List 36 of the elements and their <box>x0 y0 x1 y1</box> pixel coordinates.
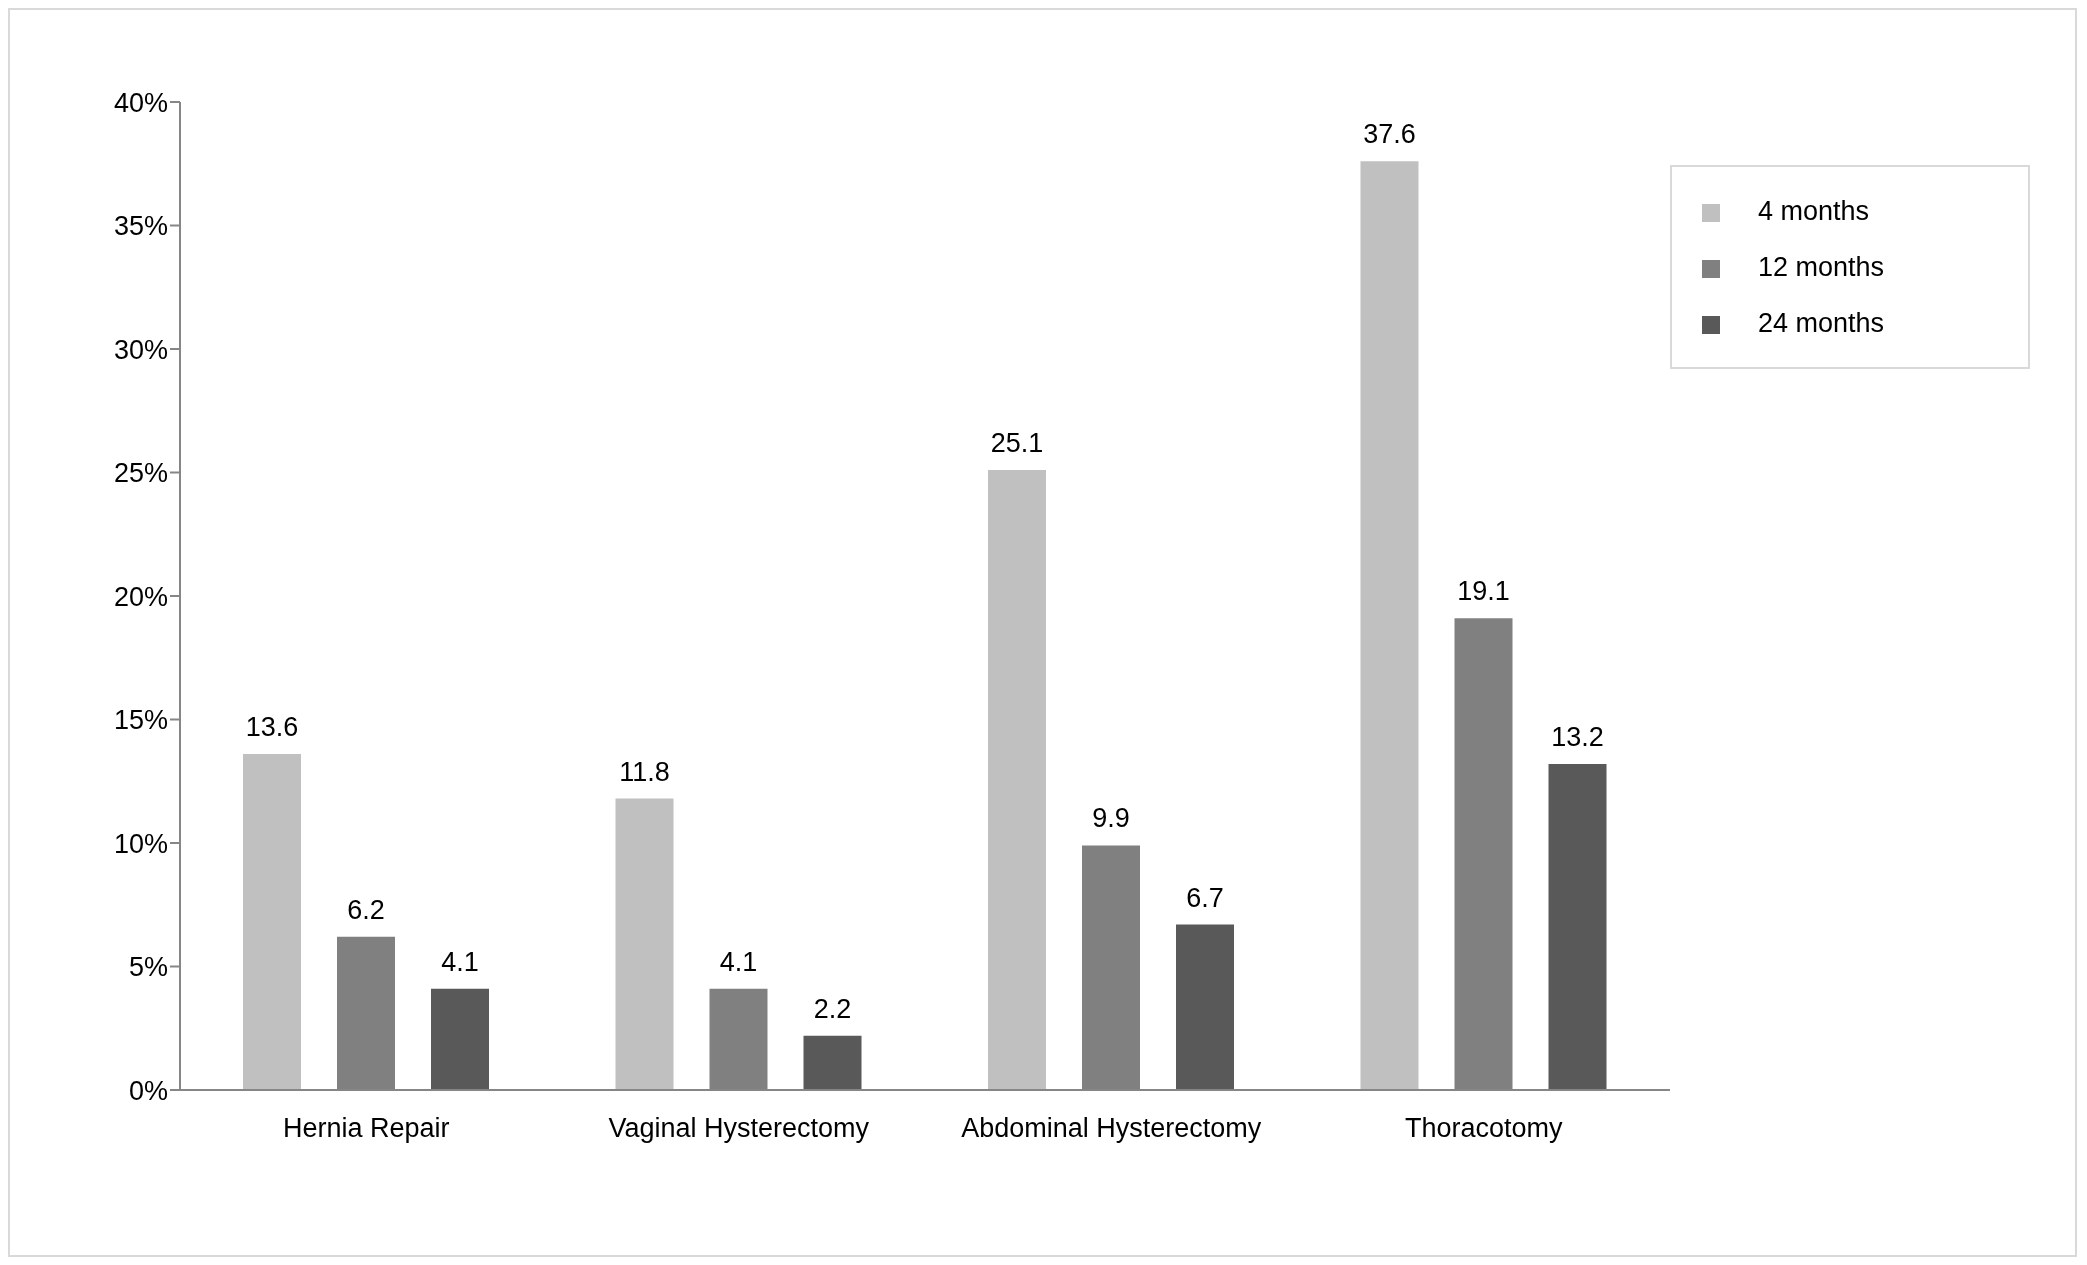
x-tick-label: Vaginal Hysterectomy <box>608 1113 870 1144</box>
data-label: 4.1 <box>719 946 758 977</box>
y-tick-label: 25% <box>113 458 168 489</box>
bar <box>1176 924 1234 1090</box>
y-tick-label: 10% <box>113 828 168 859</box>
data-label: 13.2 <box>1551 721 1604 752</box>
bar <box>243 754 301 1090</box>
data-label: 4.1 <box>441 946 479 977</box>
x-tick-label: Hernia Repair <box>282 1113 450 1144</box>
bar <box>803 1035 862 1090</box>
legend-label: 12 months <box>1758 252 1885 282</box>
bar <box>431 988 489 1090</box>
data-label: 2.2 <box>813 993 852 1024</box>
legend-label: 24 months <box>1758 308 1885 338</box>
x-tick-label: Thoracotomy <box>1404 1113 1564 1144</box>
y-tick-label: 30% <box>113 334 168 365</box>
bar <box>615 798 674 1090</box>
y-tick-label: 35% <box>113 211 168 242</box>
y-tick-label: 0% <box>128 1075 168 1106</box>
data-label: 6.2 <box>347 894 385 925</box>
y-tick-label: 5% <box>128 952 168 983</box>
legend-label: 4 months <box>1758 196 1870 226</box>
bar <box>988 470 1046 1090</box>
y-tick-label: 40% <box>113 87 168 118</box>
y-tick-label: 15% <box>113 705 168 736</box>
data-label: 13.6 <box>245 712 299 743</box>
data-label: 25.1 <box>990 428 1044 459</box>
x-tick-label: Abdominal Hysterectomy <box>961 1113 1262 1144</box>
data-label: 9.9 <box>1092 803 1130 834</box>
data-label: 19.1 <box>1457 576 1510 607</box>
data-label: 6.7 <box>1186 882 1224 913</box>
y-tick-label: 20% <box>113 581 168 612</box>
bar <box>1548 763 1607 1090</box>
data-label: 11.8 <box>619 756 670 787</box>
data-label: 37.6 <box>1363 119 1416 150</box>
bar <box>1360 161 1419 1090</box>
